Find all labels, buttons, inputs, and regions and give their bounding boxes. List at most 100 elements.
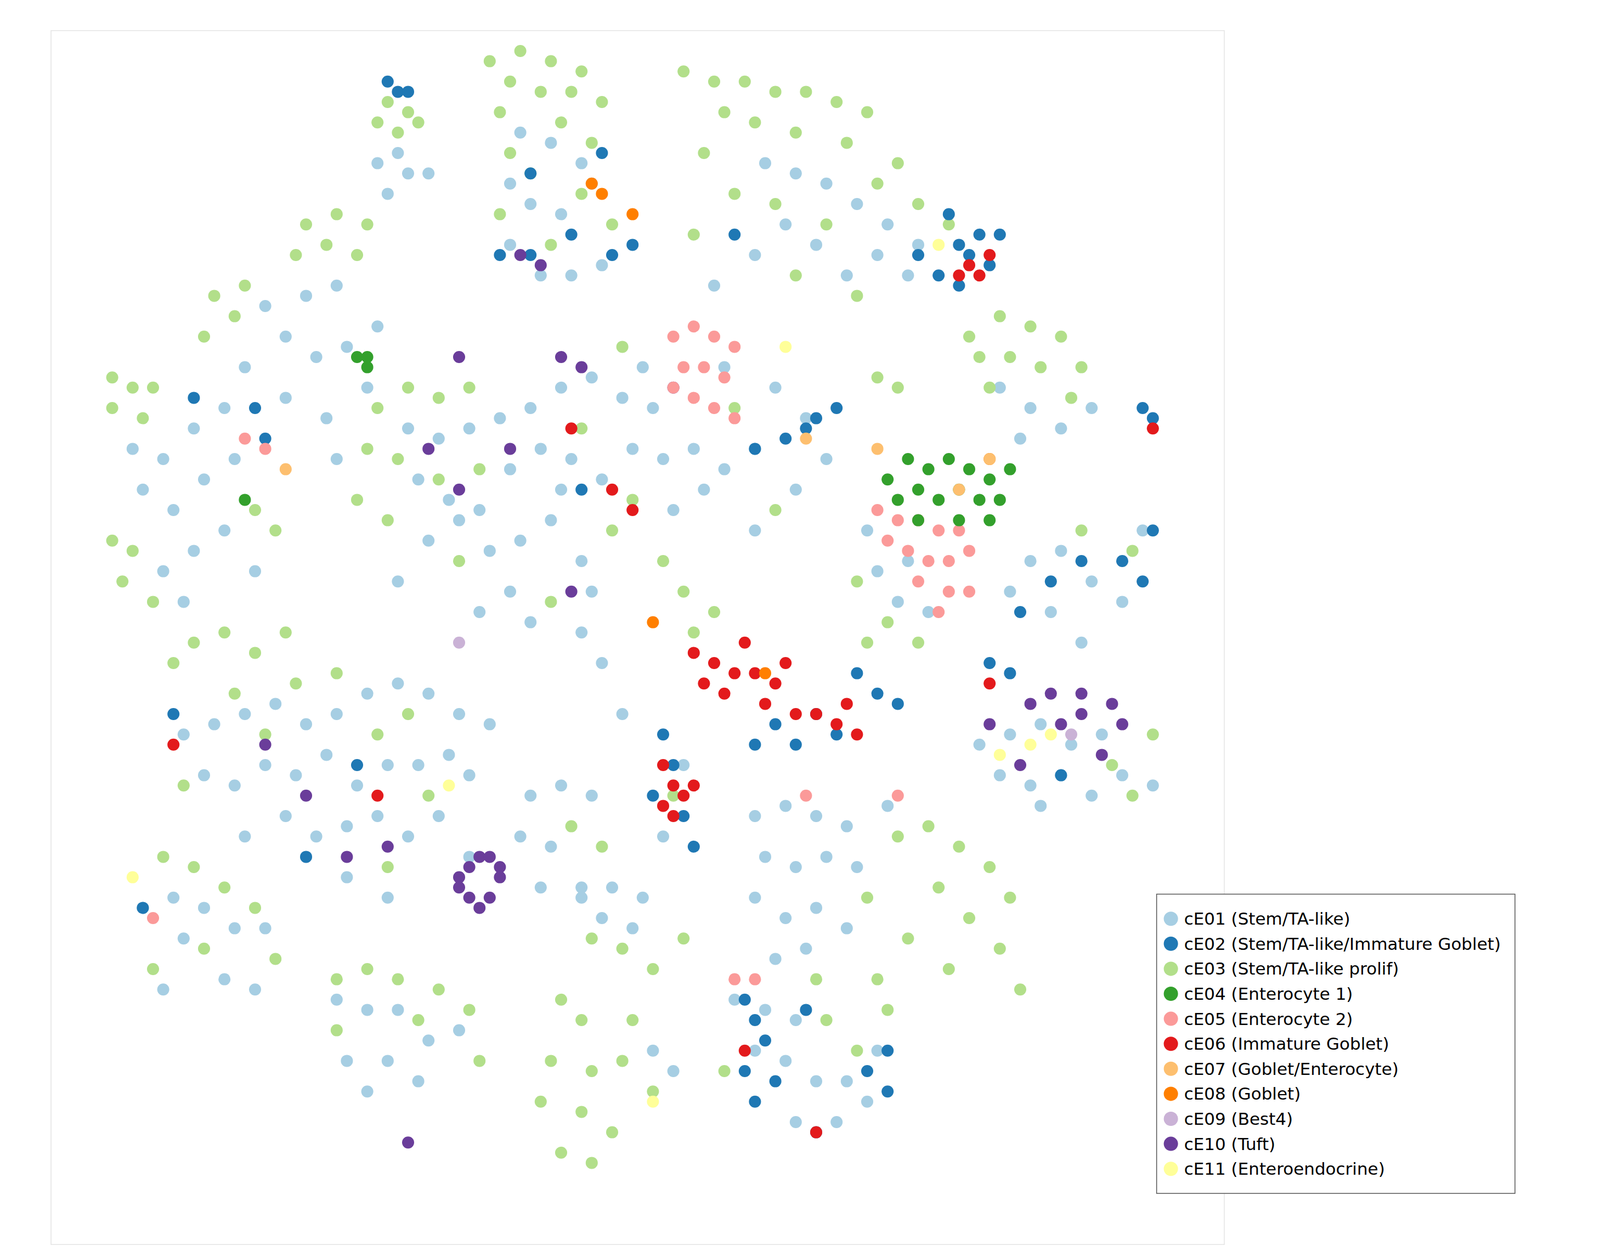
point: [1003, 728, 1016, 741]
point: [402, 85, 415, 98]
point: [371, 320, 384, 333]
legend-marker: [1163, 1036, 1179, 1051]
point: [208, 718, 221, 731]
point: [575, 361, 588, 374]
point: [861, 891, 874, 904]
point: [759, 157, 772, 170]
point: [453, 636, 466, 649]
point: [1085, 789, 1098, 802]
point: [493, 249, 506, 262]
point: [269, 524, 282, 537]
point: [850, 1044, 863, 1057]
point: [514, 534, 527, 547]
point: [942, 963, 955, 976]
point: [412, 116, 425, 129]
point: [1126, 544, 1139, 557]
point: [1146, 728, 1159, 741]
legend-marker: [1163, 911, 1179, 926]
point: [453, 514, 466, 527]
point: [789, 1014, 802, 1027]
point: [391, 453, 404, 466]
point: [728, 973, 741, 986]
point: [932, 524, 945, 537]
point: [901, 269, 914, 282]
point: [1014, 606, 1027, 619]
point: [249, 565, 262, 578]
point: [646, 616, 659, 629]
point: [585, 789, 598, 802]
series-points: [259, 249, 1129, 1149]
point: [453, 881, 466, 894]
point: [453, 351, 466, 364]
point: [779, 218, 792, 231]
point: [942, 453, 955, 466]
point: [667, 330, 680, 343]
point: [820, 177, 833, 190]
point: [1003, 351, 1016, 364]
point: [1065, 728, 1078, 741]
point: [1126, 789, 1139, 802]
series-points: [147, 320, 976, 986]
point: [769, 85, 782, 98]
point: [983, 453, 996, 466]
point: [1054, 330, 1067, 343]
series-points: [279, 432, 996, 496]
point: [759, 1034, 772, 1047]
point: [391, 677, 404, 690]
point: [759, 1003, 772, 1016]
point: [422, 789, 435, 802]
point: [534, 442, 547, 455]
legend-label: cE01 (Stem/TA-like): [1184, 908, 1351, 929]
point: [1146, 779, 1159, 792]
point: [340, 1054, 353, 1067]
point: [514, 126, 527, 139]
point: [891, 789, 904, 802]
point: [381, 840, 394, 853]
point: [616, 391, 629, 404]
point: [1014, 759, 1027, 772]
point: [738, 1065, 751, 1078]
point: [891, 595, 904, 608]
point: [218, 626, 231, 639]
point: [748, 891, 761, 904]
point: [585, 585, 598, 598]
point: [249, 504, 262, 517]
point: [738, 1044, 751, 1057]
point: [544, 595, 557, 608]
point: [1116, 718, 1129, 731]
point: [361, 218, 374, 231]
point: [922, 820, 935, 833]
point: [320, 238, 333, 251]
point: [963, 544, 976, 557]
point: [289, 249, 302, 262]
point: [544, 55, 557, 68]
point: [993, 310, 1006, 323]
point: [167, 708, 180, 721]
point: [759, 850, 772, 863]
point: [147, 381, 160, 394]
point: [810, 1126, 823, 1139]
point: [677, 65, 690, 78]
point: [1054, 422, 1067, 435]
point: [728, 340, 741, 353]
point: [544, 1054, 557, 1067]
point: [677, 789, 690, 802]
point: [942, 555, 955, 568]
point: [850, 289, 863, 302]
point: [779, 657, 792, 670]
point: [901, 544, 914, 557]
point: [616, 942, 629, 955]
point: [483, 55, 496, 68]
point: [147, 595, 160, 608]
point: [330, 1024, 343, 1037]
point: [687, 840, 700, 853]
point: [238, 830, 251, 843]
point: [861, 1065, 874, 1078]
point: [677, 585, 690, 598]
point: [269, 697, 282, 710]
point: [106, 534, 119, 547]
point: [840, 697, 853, 710]
point: [830, 95, 843, 109]
point: [585, 1156, 598, 1169]
point: [361, 351, 374, 364]
